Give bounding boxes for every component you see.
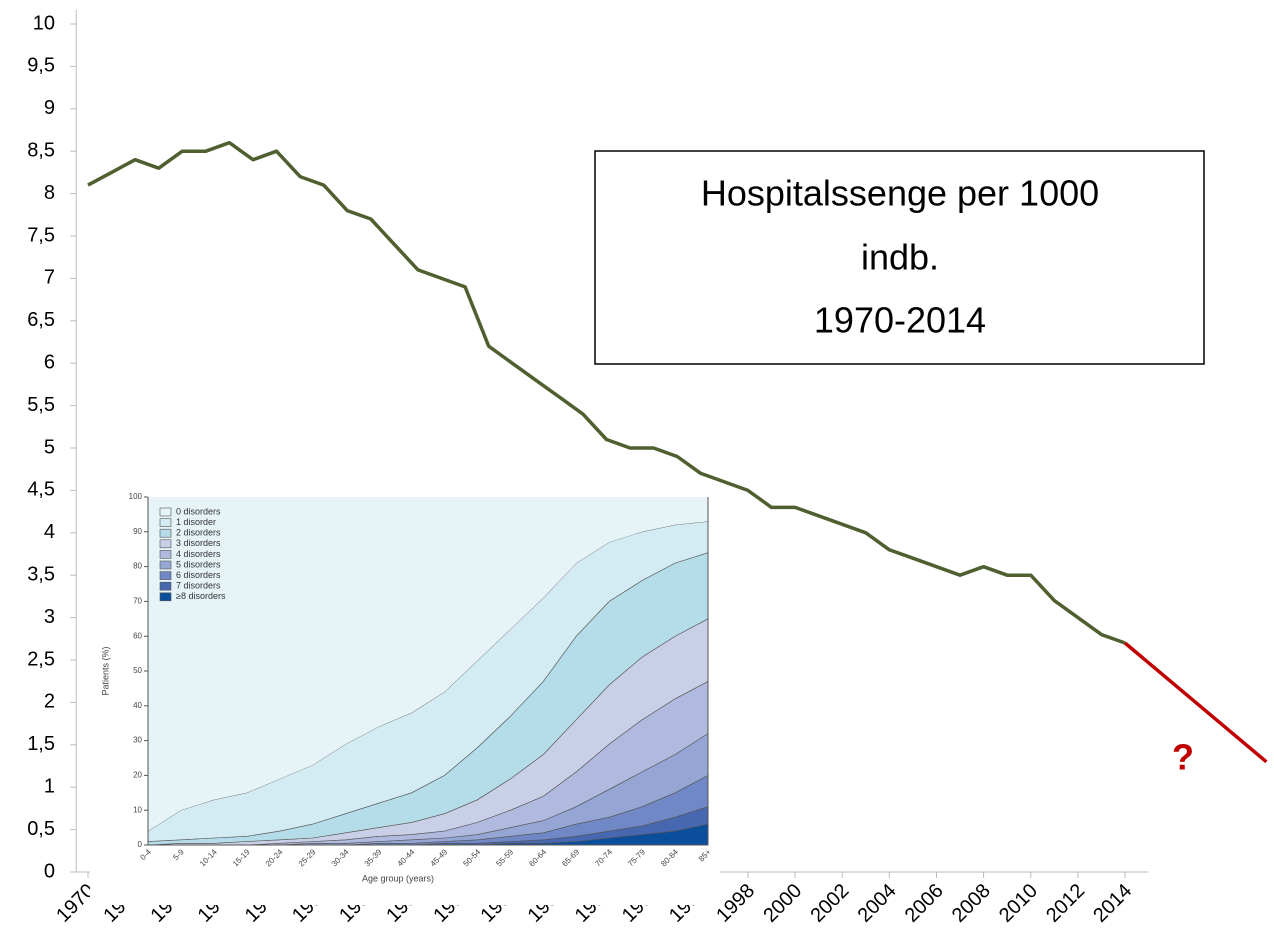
inset-y-tick-label: 20 <box>133 771 142 780</box>
x-tick-label: 2000 <box>759 880 806 927</box>
title-box <box>594 150 1205 365</box>
annotation: ? <box>1172 737 1194 778</box>
legend-swatch <box>159 550 172 559</box>
x-tick-label: 2008 <box>948 880 995 927</box>
legend-swatch <box>159 571 172 580</box>
title-line: Hospitalssenge per 1000 <box>701 173 1099 214</box>
x-tick-label: 2012 <box>1042 880 1089 927</box>
legend-swatch <box>159 507 172 517</box>
y-tick-label: 0 <box>44 860 55 882</box>
y-tick-label: 3,5 <box>27 563 55 585</box>
inset-y-tick-label: 0 <box>138 840 143 849</box>
x-tick-label: 2004 <box>854 880 901 927</box>
y-tick-label: 3 <box>44 606 55 628</box>
y-tick-label: 5,5 <box>27 394 55 416</box>
y-tick-label: 0,5 <box>27 818 55 840</box>
x-tick-label: 2014 <box>1089 880 1136 927</box>
inset-y-label: Patients (%) <box>100 646 110 695</box>
inset-y-tick-label: 40 <box>133 701 142 710</box>
y-tick-label: 4 <box>44 521 55 543</box>
legend-swatch <box>159 592 172 602</box>
y-tick-label: 2 <box>44 691 55 713</box>
inset-x-label: Age group (years) <box>362 873 434 883</box>
y-tick-label: 4,5 <box>27 479 55 501</box>
y-tick-label: 6,5 <box>27 309 55 331</box>
y-tick-label: 1,5 <box>27 733 55 755</box>
inset-y-tick-label: 90 <box>133 527 142 536</box>
y-tick-label: 7,5 <box>27 224 55 246</box>
y-tick-label: 8,5 <box>27 139 55 161</box>
legend-label: 0 disorders <box>176 506 221 516</box>
legend-swatch <box>159 539 172 549</box>
inset-y-tick-label: 60 <box>133 631 142 640</box>
y-tick-label: 9,5 <box>27 55 55 77</box>
inset-y-tick-label: 80 <box>133 562 142 571</box>
y-tick-label: 8 <box>44 182 55 204</box>
x-tick-label: 2006 <box>901 880 948 927</box>
legend-swatch <box>159 518 172 527</box>
title-line: 1970-2014 <box>814 300 986 341</box>
inset-y-tick-label: 50 <box>133 666 142 675</box>
area-series <box>148 497 708 832</box>
legend-label: ≥8 disorders <box>176 591 226 601</box>
legend-label: 4 disorders <box>176 549 221 559</box>
x-tick-label: 2010 <box>995 880 1042 927</box>
x-tick-label: 2002 <box>806 880 853 927</box>
y-tick-label: 7 <box>44 267 55 289</box>
line-series <box>1123 641 1268 764</box>
y-tick-label: 6 <box>44 351 55 373</box>
title-line: indb. <box>861 237 939 278</box>
legend-label: 5 disorders <box>176 559 221 569</box>
line-series <box>87 140 1126 645</box>
legend-label: 6 disorders <box>176 570 221 580</box>
legend-swatch <box>159 560 172 570</box>
inset-y-tick-label: 100 <box>129 492 143 501</box>
legend-label: 2 disorders <box>176 528 221 538</box>
legend-swatch <box>159 581 172 591</box>
y-tick-label: 9 <box>44 97 55 119</box>
legend-swatch <box>159 528 172 538</box>
y-tick-label: 2,5 <box>27 648 55 670</box>
inset-y-tick-label: 10 <box>133 805 142 814</box>
y-tick-label: 1 <box>44 775 55 797</box>
legend-label: 1 disorder <box>176 517 216 527</box>
y-tick-label: 5 <box>44 436 55 458</box>
inset-y-tick-label: 30 <box>133 736 142 745</box>
legend-label: 3 disorders <box>176 538 221 548</box>
y-tick-label: 10 <box>33 12 55 34</box>
inset-y-tick-label: 70 <box>133 597 142 606</box>
legend-label: 7 disorders <box>176 581 221 591</box>
